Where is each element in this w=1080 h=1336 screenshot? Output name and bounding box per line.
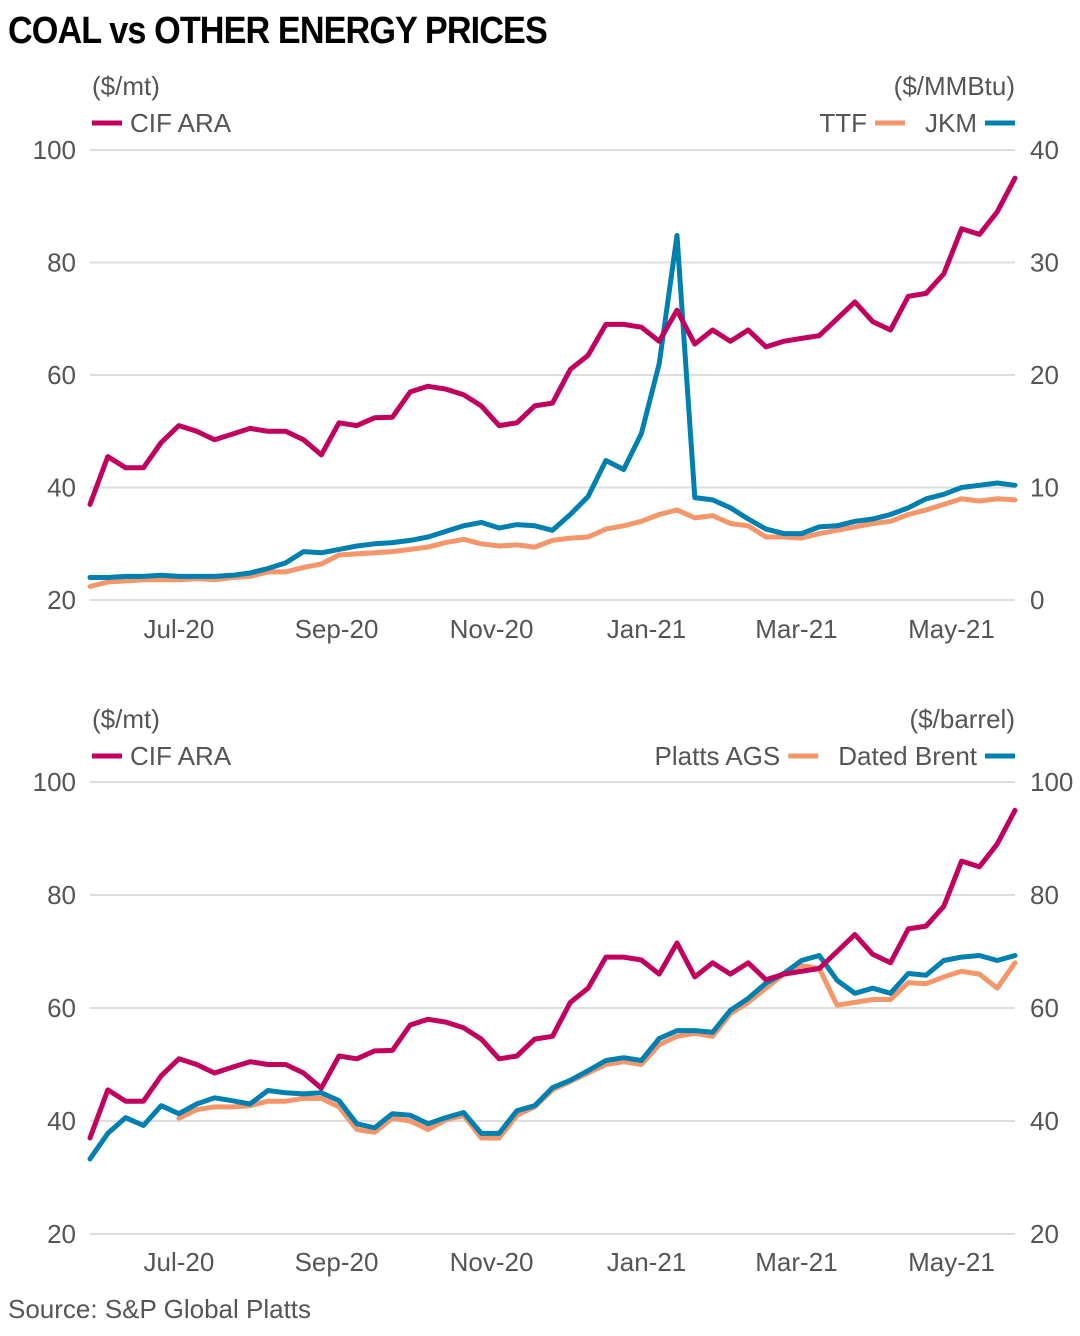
x-tick-label: Jul-20 — [144, 614, 215, 644]
left-axis-unit: ($/mt) — [92, 704, 160, 734]
x-tick-label: Jan-21 — [607, 614, 687, 644]
y-tick-left: 60 — [47, 993, 76, 1023]
y-tick-right: 100 — [1030, 767, 1073, 797]
series-line-dated-brent — [87, 953, 1018, 1162]
x-tick-label: Sep-20 — [295, 614, 379, 644]
x-tick-label: Mar-21 — [755, 1247, 837, 1277]
y-tick-left: 40 — [47, 473, 76, 503]
y-tick-right: 40 — [1030, 1106, 1059, 1136]
y-tick-left: 20 — [47, 1219, 76, 1249]
legend-label: JKM — [925, 108, 977, 138]
y-tick-right: 0 — [1030, 585, 1044, 615]
legend-label: CIF ARA — [130, 108, 232, 138]
series-line-jkm — [87, 233, 1018, 580]
y-tick-left: 100 — [33, 135, 76, 165]
chart-title: COAL vs OTHER ENERGY PRICES — [8, 10, 548, 52]
x-tick-label: Jul-20 — [144, 1247, 215, 1277]
y-tick-left: 100 — [33, 767, 76, 797]
legend-label: Platts AGS — [655, 741, 781, 771]
y-tick-left: 20 — [47, 585, 76, 615]
y-tick-right: 30 — [1030, 248, 1059, 278]
x-tick-label: Jan-21 — [607, 1247, 687, 1277]
x-tick-label: Mar-21 — [755, 614, 837, 644]
x-tick-label: May-21 — [908, 614, 995, 644]
series-line-cif-ara — [87, 175, 1018, 507]
x-tick-label: Sep-20 — [295, 1247, 379, 1277]
left-axis-unit: ($/mt) — [92, 71, 160, 101]
y-tick-left: 40 — [47, 1106, 76, 1136]
series-line-ttf — [87, 496, 1018, 589]
y-tick-right: 60 — [1030, 993, 1059, 1023]
right-axis-unit: ($/barrel) — [910, 704, 1015, 734]
y-tick-left: 80 — [47, 880, 76, 910]
series-line-platts-ags — [176, 960, 1018, 1141]
y-tick-left: 60 — [47, 360, 76, 390]
y-tick-right: 20 — [1030, 1219, 1059, 1249]
right-axis-unit: ($/MMBtu) — [894, 71, 1015, 101]
series-line-cif-ara — [87, 807, 1018, 1141]
y-tick-right: 40 — [1030, 135, 1059, 165]
legend-label: TTF — [819, 108, 867, 138]
x-tick-label: Nov-20 — [450, 614, 534, 644]
source-note: Source: S&P Global Platts — [8, 1294, 312, 1324]
x-tick-label: Nov-20 — [450, 1247, 534, 1277]
x-tick-label: May-21 — [908, 1247, 995, 1277]
legend-label: CIF ARA — [130, 741, 232, 771]
y-tick-right: 10 — [1030, 473, 1059, 503]
y-tick-left: 80 — [47, 248, 76, 278]
y-tick-right: 80 — [1030, 880, 1059, 910]
y-tick-right: 20 — [1030, 360, 1059, 390]
legend-label: Dated Brent — [838, 741, 978, 771]
